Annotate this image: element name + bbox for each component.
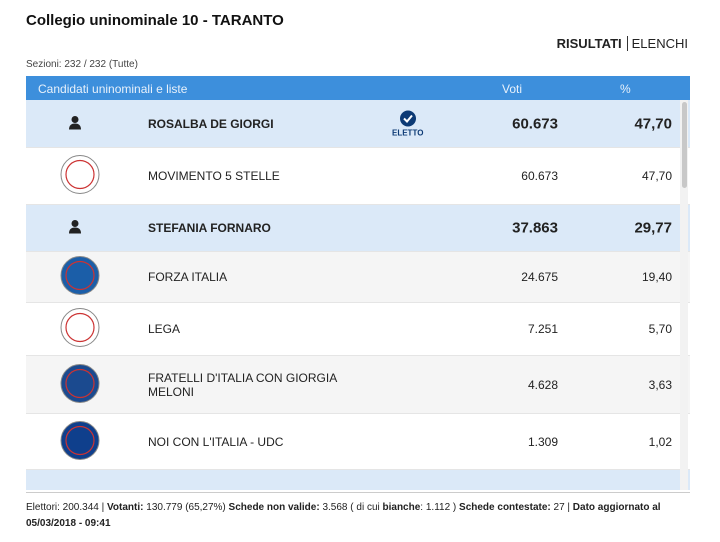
votes: 7.251 [527,322,558,336]
name: NOI CON L'ITALIA - UDC [148,434,284,449]
party-logo [60,155,100,198]
table-body: ROSALBA DE GIORGI ELETTO 60.673 47,70 MOVIME… [26,100,690,490]
votes: 37.863 [512,219,558,237]
elected-label: ELETTO [392,128,424,137]
tab[interactable]: RISULTATI [556,36,628,51]
row: ROSALBA DE GIORGI ELETTO 60.673 47,70 [26,100,690,148]
column-header: Candidati uninominali e liste [38,82,188,96]
percent: 1,02 [648,434,672,449]
row: FORZA ITALIA 24.675 19,40 [26,252,690,303]
percent: 29,77 [634,219,672,237]
sections: Sezioni: 232 / 232 (Tutte) [26,59,138,70]
footer-text: 200.344 | [59,502,107,513]
percent: 19,40 [641,270,672,284]
party-logo [60,308,100,351]
name: FRATELLI D'ITALIA CON GIORGIA MELONI [148,370,337,399]
name: FORZA ITALIA [148,270,228,284]
footer: Elettori: 200.344 | Votanti: 130.779 (65… [26,492,690,532]
name: LEGA [148,322,181,336]
footer-text: Elettori: [26,502,60,513]
percent: 5,70 [648,322,672,336]
person-icon [68,220,82,237]
name: STEFANIA FORNARO [148,221,271,235]
footer-text: Schede contestate: [459,502,551,513]
row [26,470,690,490]
party-logo [60,363,100,406]
column-header: Voti [502,82,523,96]
footer-text: Schede non valide: [228,502,320,513]
row: NOI CON L'ITALIA - UDC 1.309 1,02 [26,414,690,470]
column-header: % [620,82,631,96]
elected-badge: ELETTO [392,110,423,137]
footer-text: Dato aggiornato al 05/03/2018 - 09:41 [26,502,661,529]
percent: 47,70 [641,169,672,183]
footer-text: bianche [382,502,421,513]
party-logo [60,256,100,299]
name: ROSALBA DE GIORGI [148,116,274,131]
footer-text: 3.568 ( di cui [319,502,383,513]
row: FRATELLI D'ITALIA CON GIORGIA MELONI 4.62… [26,356,690,414]
person-icon [68,115,82,132]
table-header: Candidati uninominali e liste Voti % [26,76,690,100]
party-logo [60,420,100,463]
footer-text: 27 | [550,502,573,513]
percent: 3,63 [648,377,672,392]
row: MOVIMENTO 5 STELLE 60.673 47,70 [26,148,690,205]
title: Collegio uninominale 10 - TARANTO [26,12,284,29]
row: LEGA 7.251 5,70 [26,303,690,356]
footer-text: Votanti: [107,502,144,513]
percent: 47,70 [634,115,672,132]
row: STEFANIA FORNARO 37.863 29,77 [26,205,690,252]
votes: 24.675 [521,270,558,284]
scroll-thumb[interactable] [682,102,687,188]
votes: 60.673 [521,169,558,183]
footer-text: 130.779 (65,27%) [143,502,229,513]
name: MOVIMENTO 5 STELLE [148,169,280,183]
votes: 1.309 [527,434,558,449]
tabs: RISULTATI ELENCHI [556,36,688,51]
votes: 60.673 [512,115,558,132]
scrollbar[interactable] [680,100,688,490]
footer-text: : 1.112 ) [420,502,460,513]
votes: 4.628 [527,377,558,392]
tab[interactable]: ELENCHI [631,36,688,51]
